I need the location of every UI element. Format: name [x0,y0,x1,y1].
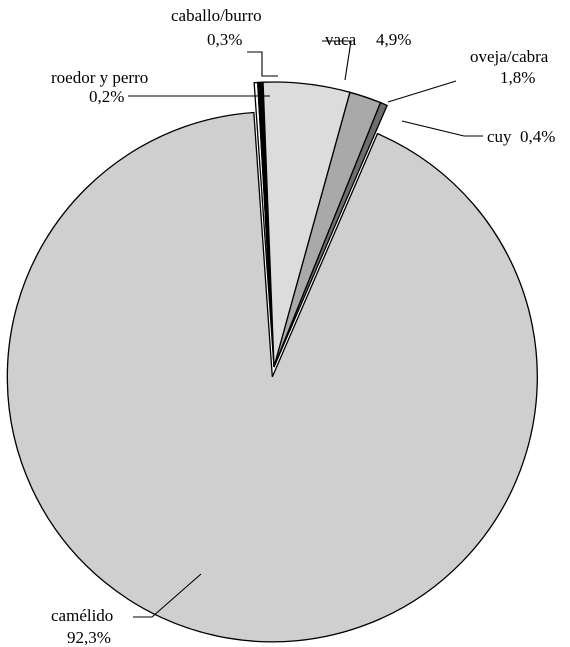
leader-line-caballo [247,51,278,77]
label-roedor-name: roedor y perro [51,68,148,87]
label-caballo-value: 0,3% [207,30,242,49]
label-camelido-name: camélido [51,606,113,625]
label-oveja-value: 1,8% [500,68,535,87]
leader-line-oveja [387,80,457,103]
label-cuy-value: 0,4% [520,127,555,146]
label-vaca-name: vaca [325,30,357,49]
leader-line-cuy [401,120,483,137]
pie-slice-cuy [273,101,388,368]
leader-lines [128,40,483,618]
label-roedor-value: 0,2% [89,87,124,106]
label-vaca-value: 4,9% [376,30,411,49]
leader-line-camelido [133,573,202,618]
label-camelido-value: 92,3% [67,628,111,647]
slice-labels: roedor y perro 0,2% caballo/burro 0,3% v… [51,6,555,647]
label-oveja-name: oveja/cabra [470,47,549,66]
leader-line-vaca [322,40,352,81]
label-caballo-name: caballo/burro [171,6,262,25]
pie-slice-cam-lido [6,111,538,643]
label-cuy-name: cuy [487,127,512,146]
pie-slices [6,81,538,643]
